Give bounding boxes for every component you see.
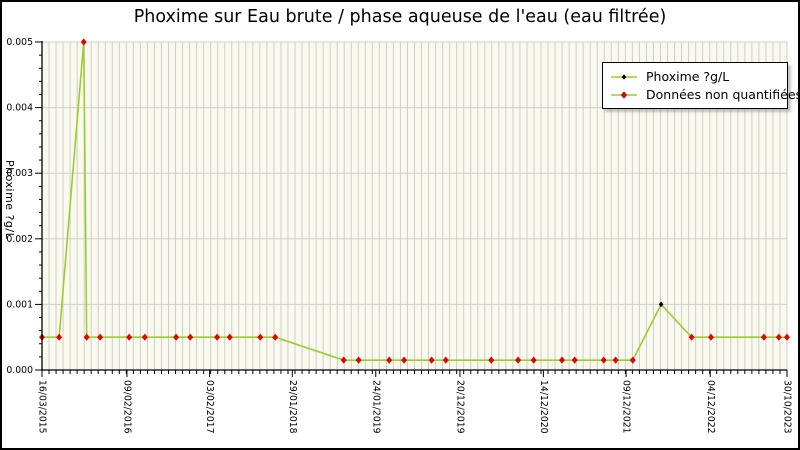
nonquantified-marker [775, 333, 782, 341]
data-markers [39, 38, 790, 364]
nonquantified-marker [784, 333, 790, 341]
x-major-ticks [41, 370, 788, 377]
nonquantified-marker [226, 333, 233, 341]
svg-text:09/02/2016: 09/02/2016 [121, 380, 132, 434]
y-ticks [35, 41, 42, 371]
x-gridlines [48, 42, 788, 370]
x-tick-labels: 16/03/2015 09/02/2016 03/02/2017 29/01/2018… [37, 380, 793, 434]
svg-text:20/12/2019: 20/12/2019 [454, 380, 465, 434]
svg-text:0.001: 0.001 [6, 299, 33, 310]
svg-text:24/01/2019: 24/01/2019 [370, 380, 381, 434]
quantified-marker [658, 301, 664, 308]
nonquantified-marker [708, 333, 715, 341]
y-tick-labels: 0.000 0.001 0.002 0.003 0.004 0.005 [6, 37, 33, 376]
nonquantified-marker [600, 356, 607, 364]
x-minor-ticks [48, 370, 788, 374]
nonquantified-marker [340, 356, 347, 364]
nonquantified-marker [515, 356, 522, 364]
nonquantified-marker [83, 333, 90, 341]
nonquantified-marker [214, 333, 221, 341]
nonquantified-marker [488, 356, 495, 364]
nonquantified-marker [442, 356, 449, 364]
nonquantified-marker [80, 38, 87, 46]
nonquantified-marker [355, 356, 362, 364]
nonquantified-marker [428, 356, 435, 364]
nonquantified-marker [571, 356, 578, 364]
svg-text:14/12/2020: 14/12/2020 [538, 380, 549, 434]
legend: Phoxime ?g/L Données non quantifiées [602, 62, 798, 109]
svg-text:16/03/2015: 16/03/2015 [37, 380, 48, 434]
svg-text:0.000: 0.000 [6, 365, 33, 376]
nonquantified-marker [629, 356, 636, 364]
nonquantified-marker [760, 333, 767, 341]
nonquantified-marker [126, 333, 133, 341]
svg-text:0.003: 0.003 [6, 168, 33, 179]
svg-text:0.005: 0.005 [6, 37, 33, 48]
axes [41, 41, 787, 371]
svg-text:09/12/2021: 09/12/2021 [621, 380, 632, 434]
legend-item-label: Phoxime ?g/L [646, 69, 730, 84]
nonquantified-marker [688, 333, 695, 341]
legend-item-label: Données non quantifiées [646, 87, 800, 102]
chart-title: Phoxime sur Eau brute / phase aqueuse de… [133, 7, 667, 27]
nonquantified-marker [386, 356, 393, 364]
nonquantified-marker [187, 333, 194, 341]
y-axis-label: Phoxime ?g/L [3, 160, 16, 240]
svg-text:03/02/2017: 03/02/2017 [204, 380, 215, 434]
nonquantified-marker [559, 356, 566, 364]
legend-line-dot-icon [611, 73, 637, 80]
svg-text:04/12/2022: 04/12/2022 [705, 380, 716, 434]
svg-text:29/01/2018: 29/01/2018 [287, 380, 298, 434]
nonquantified-marker [56, 333, 63, 341]
legend-line-diamond-icon [611, 90, 637, 99]
nonquantified-marker [257, 333, 264, 341]
nonquantified-marker [141, 333, 148, 341]
nonquantified-marker [612, 356, 619, 364]
svg-text:30/10/2023: 30/10/2023 [782, 380, 793, 434]
nonquantified-marker [530, 356, 537, 364]
nonquantified-marker [272, 333, 279, 341]
svg-text:0.002: 0.002 [6, 234, 33, 245]
nonquantified-marker [97, 333, 104, 341]
legend-item: Données non quantifiées [609, 87, 798, 102]
svg-text:0.004: 0.004 [6, 103, 33, 114]
nonquantified-marker [173, 333, 180, 341]
legend-item: Phoxime ?g/L [609, 69, 779, 84]
nonquantified-marker [401, 356, 408, 364]
